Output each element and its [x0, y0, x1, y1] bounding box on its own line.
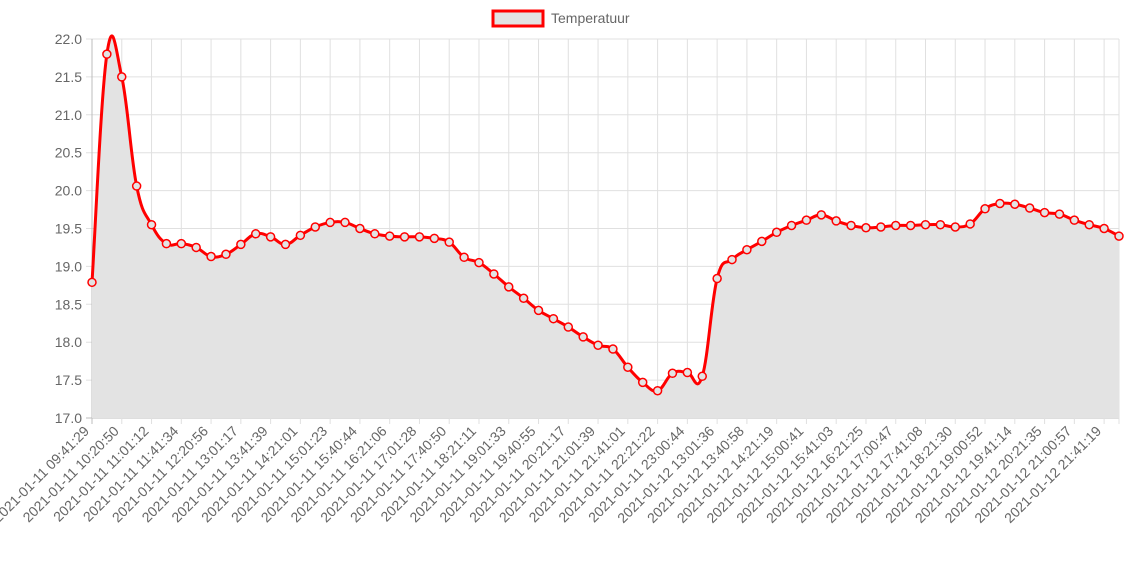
data-point[interactable]: [608, 344, 618, 354]
data-point[interactable]: [1039, 207, 1050, 218]
data-point[interactable]: [563, 322, 574, 332]
data-point[interactable]: [1099, 223, 1109, 234]
data-point[interactable]: [533, 305, 544, 316]
data-point[interactable]: [667, 368, 678, 379]
data-point[interactable]: [236, 239, 246, 250]
data-point[interactable]: [206, 251, 216, 262]
y-tick-label: 21.0: [55, 107, 82, 123]
data-point[interactable]: [310, 222, 321, 232]
data-point[interactable]: [757, 236, 767, 247]
data-point[interactable]: [697, 371, 707, 382]
data-point[interactable]: [280, 239, 291, 250]
y-tick-label: 17.0: [55, 410, 82, 426]
y-tick-label: 21.5: [55, 69, 82, 85]
data-point[interactable]: [1114, 231, 1124, 241]
y-tick-label: 20.0: [55, 183, 82, 199]
data-point[interactable]: [578, 332, 588, 342]
data-point[interactable]: [593, 340, 603, 350]
y-tick-label: 22.0: [55, 31, 82, 47]
data-point[interactable]: [1084, 219, 1094, 230]
legend-swatch[interactable]: [491, 9, 545, 28]
data-point[interactable]: [935, 219, 946, 230]
data-point[interactable]: [340, 217, 350, 228]
data-point[interactable]: [414, 232, 425, 242]
data-points: [87, 49, 1124, 396]
y-tick-label: 19.5: [55, 221, 82, 237]
data-point[interactable]: [637, 377, 648, 388]
data-point[interactable]: [429, 233, 440, 244]
series-area: [92, 35, 1119, 418]
data-point[interactable]: [1069, 215, 1080, 225]
data-point[interactable]: [250, 229, 261, 239]
data-point[interactable]: [87, 277, 97, 288]
y-tick-label: 19.0: [55, 258, 82, 274]
data-point[interactable]: [102, 49, 112, 59]
data-point[interactable]: [801, 215, 812, 225]
data-point[interactable]: [846, 220, 856, 231]
y-tick-label: 18.5: [55, 296, 82, 312]
data-point[interactable]: [771, 227, 782, 238]
data-point[interactable]: [355, 223, 365, 234]
data-point[interactable]: [176, 238, 187, 249]
data-point[interactable]: [459, 252, 469, 263]
data-point[interactable]: [548, 313, 559, 324]
data-point[interactable]: [399, 232, 410, 242]
y-tick-label: 18.0: [55, 334, 82, 350]
data-point[interactable]: [370, 229, 380, 239]
legend[interactable]: Temperatuur: [491, 9, 630, 28]
data-point[interactable]: [518, 293, 529, 303]
data-point[interactable]: [1054, 209, 1065, 219]
data-point[interactable]: [742, 244, 752, 255]
data-point[interactable]: [831, 216, 841, 226]
data-point[interactable]: [727, 254, 737, 265]
data-point[interactable]: [325, 217, 335, 228]
data-point[interactable]: [265, 232, 276, 242]
data-point[interactable]: [712, 273, 722, 284]
data-point[interactable]: [623, 362, 633, 372]
data-point[interactable]: [682, 367, 693, 378]
data-point[interactable]: [786, 220, 797, 231]
data-point[interactable]: [995, 198, 1005, 209]
data-point[interactable]: [161, 238, 172, 249]
data-point[interactable]: [131, 181, 142, 191]
data-point[interactable]: [652, 385, 663, 396]
data-point[interactable]: [384, 231, 395, 241]
legend-label[interactable]: Temperatuur: [551, 10, 630, 26]
data-point[interactable]: [504, 282, 514, 292]
data-point[interactable]: [191, 242, 201, 253]
data-point[interactable]: [146, 219, 157, 230]
data-point[interactable]: [474, 257, 484, 268]
y-tick-label: 20.5: [55, 145, 82, 161]
data-point[interactable]: [117, 72, 127, 82]
data-point[interactable]: [1010, 199, 1020, 209]
data-point[interactable]: [890, 220, 901, 231]
area-fill: [92, 35, 1119, 418]
data-point[interactable]: [861, 222, 871, 233]
y-tick-label: 17.5: [55, 372, 82, 388]
y-axis-ticks: 17.0 17.5 18.0 18.5 19.0 19.5 20.0 20.5 21.0 21.5…: [55, 31, 82, 426]
data-point[interactable]: [905, 220, 916, 231]
data-point[interactable]: [876, 222, 886, 232]
data-point[interactable]: [920, 219, 931, 230]
data-point[interactable]: [295, 230, 306, 241]
data-point[interactable]: [1024, 203, 1035, 213]
data-point[interactable]: [980, 204, 990, 214]
data-point[interactable]: [816, 210, 827, 220]
data-point[interactable]: [489, 269, 499, 279]
data-point[interactable]: [221, 249, 231, 260]
data-point[interactable]: [965, 219, 975, 229]
data-point[interactable]: [950, 222, 961, 232]
data-point[interactable]: [444, 237, 454, 247]
